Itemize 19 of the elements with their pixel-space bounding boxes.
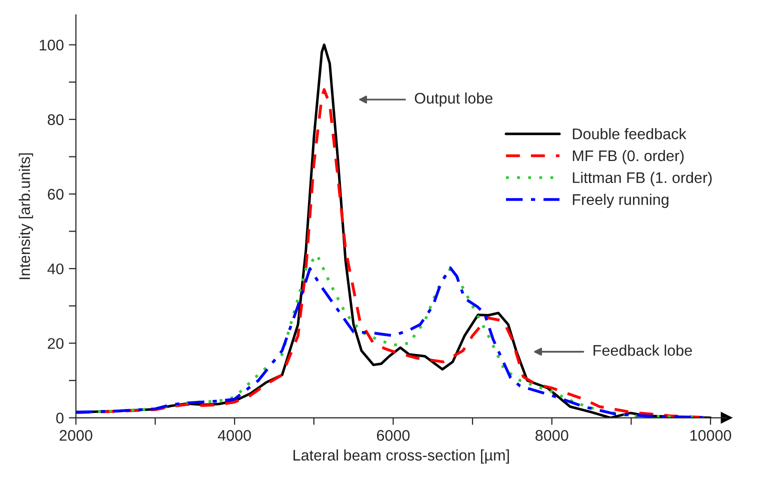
x-tick-label: 2000 bbox=[60, 430, 92, 441]
annotation: Output lobe bbox=[414, 92, 492, 107]
y-tick-label: 20 bbox=[48, 338, 64, 349]
x-tick-label: 8000 bbox=[536, 430, 568, 441]
y-axis-title: Intensity [arb.units] bbox=[18, 153, 34, 280]
y-tick-label: 40 bbox=[47, 263, 64, 274]
legend-label: Double feedback bbox=[572, 128, 686, 140]
y-tick-label: 100 bbox=[40, 40, 64, 50]
legend-label: MF FB (0. order) bbox=[572, 150, 684, 164]
annotation: Feedback lobe bbox=[594, 344, 692, 356]
x-axis-title: Lateral beam cross-section [µm] bbox=[294, 449, 509, 464]
y-tick-label: 80 bbox=[48, 114, 64, 126]
y-tick-label: 0 bbox=[56, 412, 64, 424]
x-tick-label: 10000 bbox=[690, 430, 732, 441]
legend-label: Littman FB (1. order) bbox=[572, 172, 712, 186]
legend-label: Freely running bbox=[572, 194, 668, 208]
x-tick-label: 6000 bbox=[376, 430, 410, 441]
y-tick-label: 60 bbox=[48, 188, 64, 200]
x-tick-label: 4000 bbox=[218, 430, 251, 441]
